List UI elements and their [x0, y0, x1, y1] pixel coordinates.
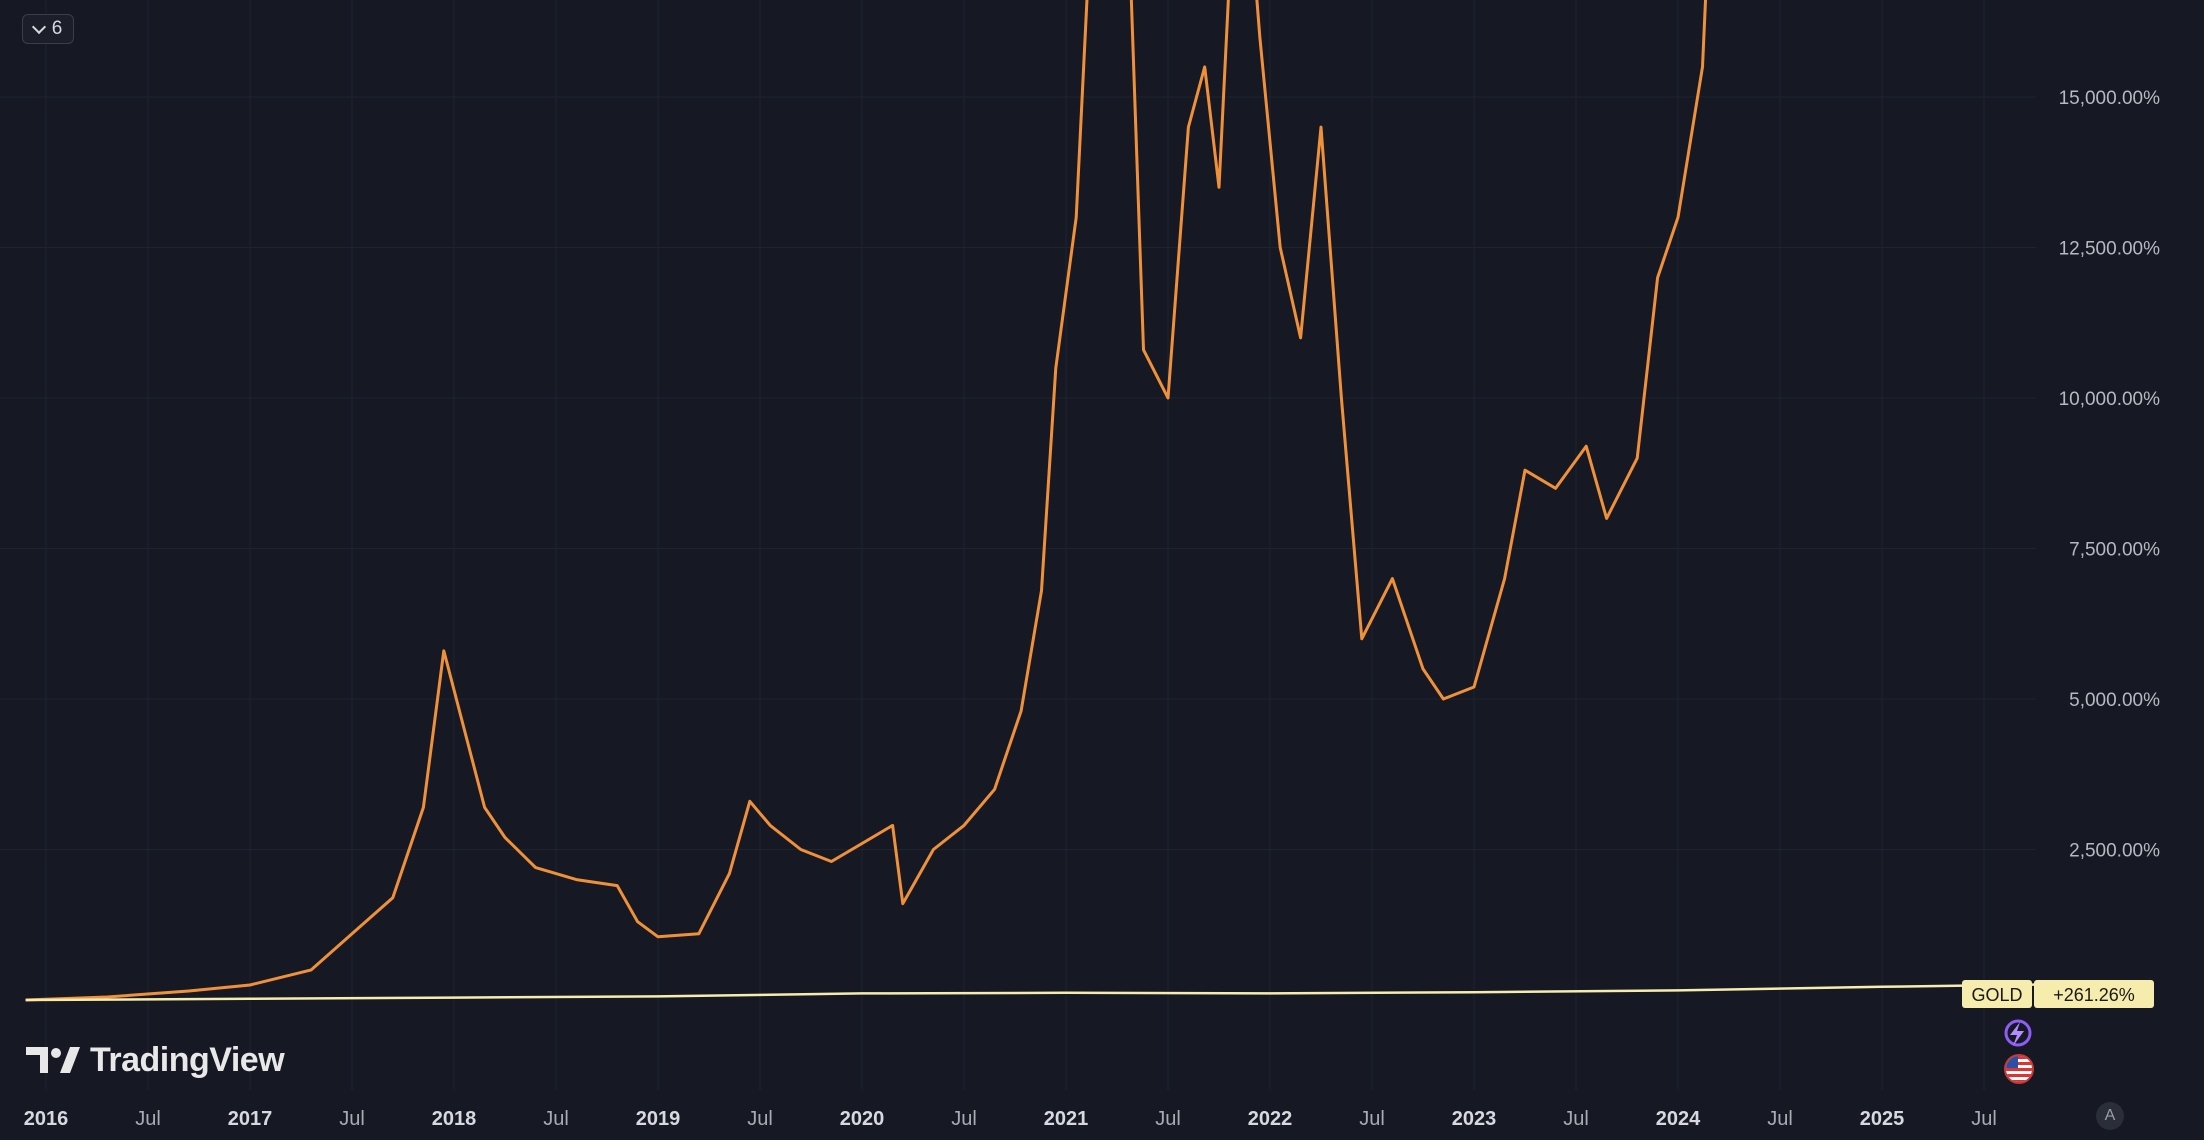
x-tick-label: Jul: [1971, 1108, 1997, 1130]
interval-label: 6: [51, 18, 63, 39]
x-tick-label: Jul: [135, 1108, 161, 1130]
x-tick-label: Jul: [747, 1108, 773, 1130]
x-tick-label: Jul: [1359, 1108, 1385, 1130]
logo-text: TradingView: [90, 1040, 285, 1079]
price-labels: BTCUSD+34,900.28%5d 10hGOLD+261.26%: [1962, 980, 2154, 1008]
y-tick-label: 5,000.00%: [2069, 690, 2160, 711]
x-tick-label: Jul: [1563, 1108, 1589, 1130]
tradingview-logo[interactable]: TradingView: [26, 1038, 285, 1082]
x-tick-label: Jul: [543, 1108, 569, 1130]
interval-selector-button[interactable]: 6: [22, 14, 74, 44]
chevron-down-icon: [31, 19, 46, 35]
gold-name-text: GOLD: [1971, 985, 2022, 1005]
x-tick-label: Jul: [1767, 1108, 1793, 1130]
series-line-gold: [25, 983, 2052, 1002]
y-tick-label: 15,000.00%: [2059, 88, 2161, 109]
y-axis: 40,000.00%37,500.00%32,500.00%30,000.00%…: [2059, 88, 2161, 862]
y-tick-label: 2,500.00%: [2069, 841, 2160, 862]
x-tick-label: 2022: [1248, 1108, 1293, 1130]
x-tick-label: Jul: [951, 1108, 977, 1130]
y-tick-label: 12,500.00%: [2059, 239, 2161, 260]
x-tick-label: 2024: [1656, 1108, 1701, 1130]
y-tick-label: 10,000.00%: [2059, 389, 2161, 410]
x-tick-label: Jul: [339, 1108, 365, 1130]
tradingview-logo-icon: [26, 1047, 80, 1073]
series-line-btcusd: [25, 0, 1708, 1002]
gold-name-tag: [1962, 980, 2032, 1008]
lightning-alert-icon[interactable]: [1998, 1016, 2032, 1050]
grid-lines: [0, 0, 2036, 1090]
gold-value-tag: [2034, 980, 2154, 1008]
us-flag-icon[interactable]: [2004, 1054, 2034, 1084]
x-tick-label: 2018: [432, 1108, 477, 1130]
x-tick-label: 2023: [1452, 1108, 1497, 1130]
x-tick-label: 2017: [228, 1108, 273, 1130]
us-flag-graphic: [2006, 1056, 2032, 1082]
x-axis: 2016 Jul 2017 Jul 2018 Jul 2019 Jul 2020 Jul 2021 J…: [24, 1108, 1997, 1130]
series-layer: [25, 0, 2052, 1002]
x-tick-label: Jul: [1155, 1108, 1181, 1130]
x-tick-label: 2025: [1860, 1108, 1905, 1130]
x-tick-label: 2021: [1044, 1108, 1089, 1130]
y-tick-label: 7,500.00%: [2069, 540, 2160, 561]
x-tick-label: 2016: [24, 1108, 69, 1130]
auto-scale-button[interactable]: A: [2096, 1102, 2124, 1130]
gold-value-text: +261.26%: [2053, 985, 2135, 1005]
x-tick-label: 2019: [636, 1108, 681, 1130]
x-tick-label: 2020: [840, 1108, 885, 1130]
